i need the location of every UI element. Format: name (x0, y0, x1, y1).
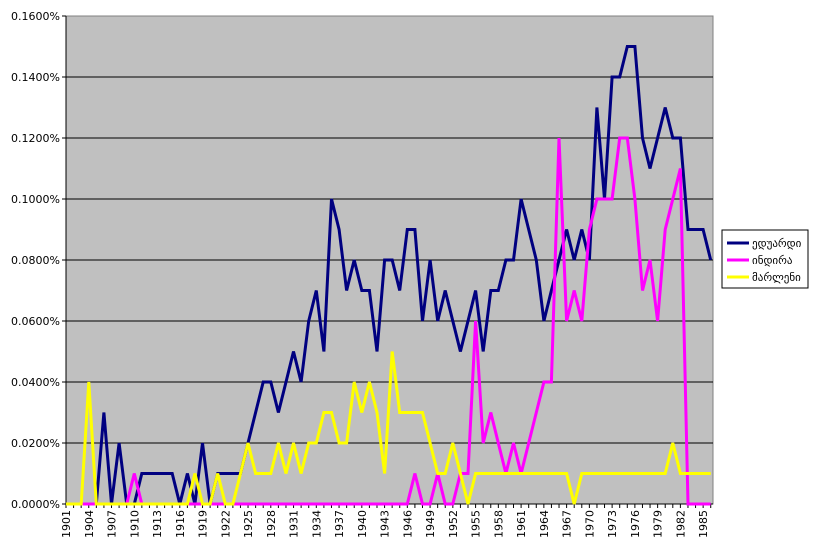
x-tick-label: 1916 (174, 510, 187, 538)
x-tick-label: 1940 (356, 510, 369, 538)
x-tick-label: 1937 (333, 510, 346, 538)
x-tick-label: 1952 (447, 510, 460, 538)
x-tick-label: 1973 (606, 510, 619, 538)
gridlines (66, 76, 713, 444)
x-tick-label: 1910 (128, 510, 141, 538)
series-line-3 (66, 351, 711, 506)
y-tick-label: 0.0200% (11, 437, 60, 450)
y-tick-label: 0.0800% (11, 254, 60, 267)
x-tick-label: 1970 (583, 510, 596, 538)
y-tick-label: 0.0600% (11, 315, 60, 328)
x-tick-label: 1943 (379, 510, 392, 538)
x-tick-label: 1913 (151, 510, 164, 538)
x-axis: 1901 1904 1907 1910 1913 1916 1919 1922 1925 1928… (60, 503, 713, 538)
x-tick-label: 1904 (83, 510, 96, 538)
series-line-1 (66, 45, 713, 506)
x-tick-label: 1901 (60, 510, 73, 538)
x-tick-label: 1928 (265, 510, 278, 538)
legend-label: მარლენი (752, 271, 801, 284)
x-tick-label: 1931 (288, 510, 301, 538)
x-tick-label: 1946 (401, 510, 414, 538)
x-tick-label: 1949 (424, 510, 437, 538)
legend: ედუარდი ინდირა მარლენი (721, 229, 809, 289)
y-tick-label: 0.1000% (11, 193, 60, 206)
x-tick-label: 1967 (561, 510, 574, 538)
x-tick-label: 1979 (652, 510, 665, 538)
x-tick-label: 1976 (629, 510, 642, 538)
x-tick-label: 1961 (515, 510, 528, 538)
x-tick-label: 1922 (219, 510, 232, 538)
y-tick-label: 0.0000% (11, 498, 60, 511)
x-tick-label: 1925 (242, 510, 255, 538)
y-tick-label: 0.1600% (11, 10, 60, 23)
x-tick-label: 1934 (310, 510, 323, 538)
x-tick-label: 1958 (492, 510, 505, 538)
x-tick-label: 1919 (197, 510, 210, 538)
legend-label: ინდირა (752, 254, 793, 267)
x-tick-label: 1982 (674, 510, 687, 538)
y-tick-label: 0.1400% (11, 71, 60, 84)
y-axis: 0.0000% 0.0200% 0.0400% 0.0600% 0.0800% 0.100… (11, 10, 67, 511)
x-tick-label: 1964 (538, 510, 551, 538)
series-lines (66, 45, 713, 506)
y-tick-label: 0.0400% (11, 376, 60, 389)
x-tick-label: 1907 (106, 510, 119, 538)
x-tick-label: 1955 (470, 510, 483, 538)
x-tick-label: 1985 (697, 510, 710, 538)
legend-label: ედუარდი (752, 237, 802, 250)
y-tick-label: 0.1200% (11, 132, 60, 145)
